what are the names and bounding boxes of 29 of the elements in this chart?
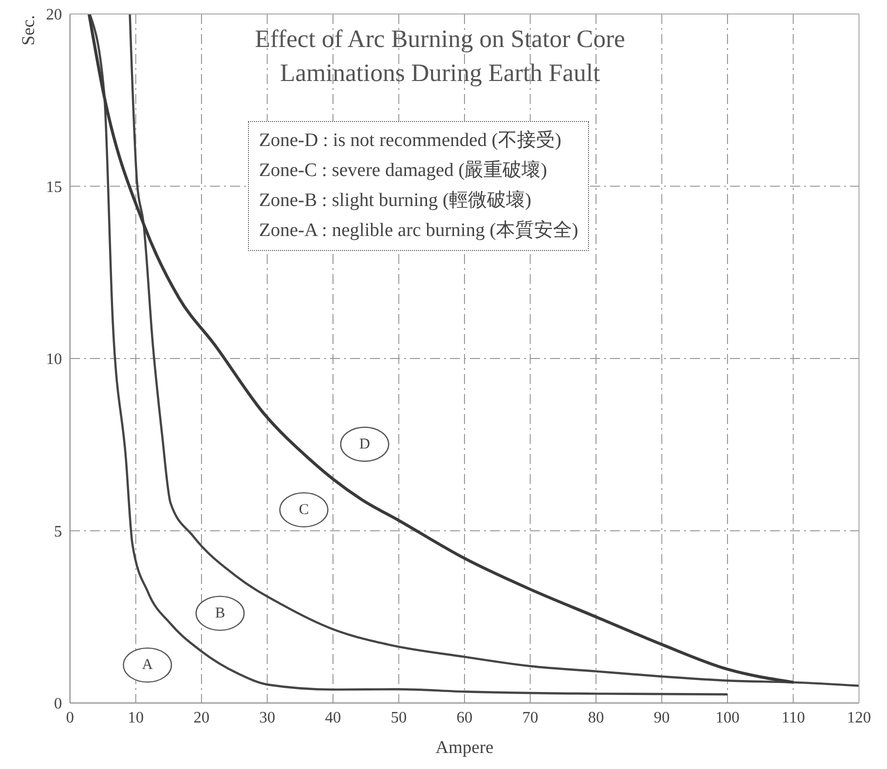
x-tick-label: 20 (194, 709, 210, 726)
annotation: Zone-A : neglible arc burning (本質安全) (259, 219, 578, 243)
x-tick-label: 50 (390, 709, 407, 726)
x-tick-label: 120 (847, 709, 871, 726)
annotation: C (298, 502, 309, 518)
y-tick-label: 20 (46, 6, 62, 24)
annotation: B (215, 605, 226, 622)
x-tick-label: 80 (588, 709, 604, 726)
x-tick-label: 10 (128, 709, 144, 726)
text: Effect of Arc Burning on Stator Core Laminations During Earth Fault (254, 25, 626, 89)
x-tick-label: 60 (456, 709, 472, 726)
y-tick-label: 0 (54, 696, 62, 713)
annotation: D (359, 436, 370, 452)
x-tick-label: 70 (522, 709, 538, 726)
annotation: Zone-C : severe damaged (嚴重破壞) (259, 159, 548, 183)
annotation: Zone-B : slight burning (輕微破壞) (259, 189, 532, 213)
x-tick-label: 100 (716, 709, 740, 726)
x-tick-label: 30 (259, 709, 276, 726)
y-axis-title: Sec. (18, 15, 38, 46)
y-tick-label: 5 (54, 523, 62, 540)
x-tick-label: 90 (654, 709, 670, 726)
annotation: A (142, 657, 153, 674)
y-tick-label: 15 (46, 178, 62, 196)
y-tick-label: 10 (46, 351, 62, 368)
x-axis-title: Ampere (436, 737, 494, 757)
x-tick-label: 0 (66, 709, 74, 726)
x-tick-label: 110 (782, 709, 805, 726)
x-tick-label: 40 (325, 709, 341, 726)
annotation: Zone-D : is not recommended (不接受) (259, 129, 562, 153)
